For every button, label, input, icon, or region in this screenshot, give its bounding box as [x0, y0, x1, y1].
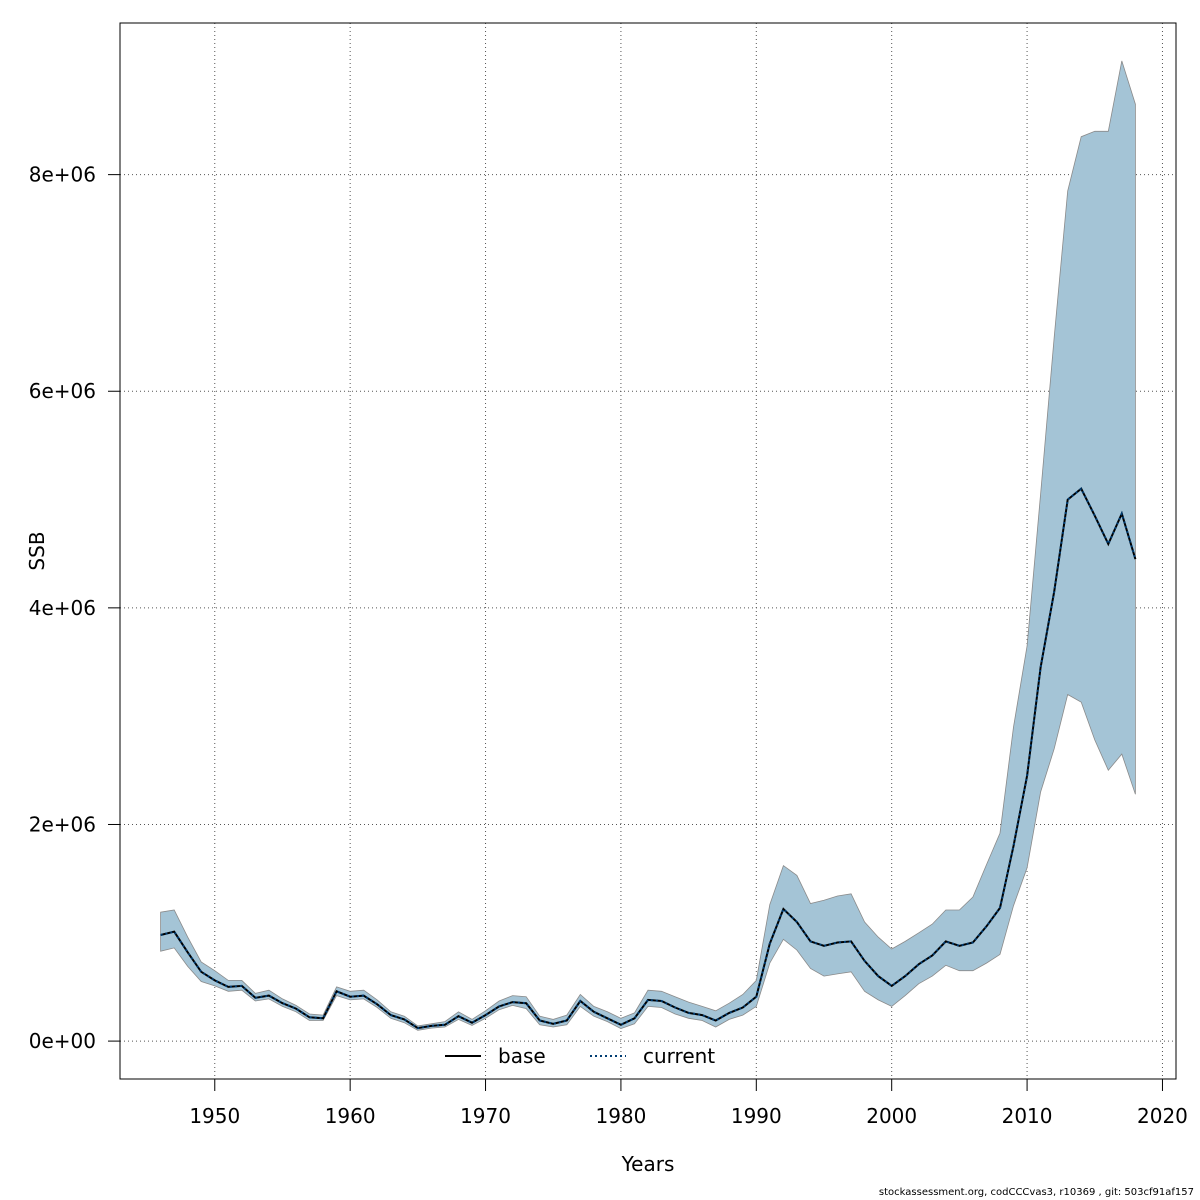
- y-tick-label: 2e+06: [29, 812, 96, 836]
- confidence-band: [160, 60, 1136, 1031]
- x-tick-label: 1970: [460, 1104, 511, 1128]
- x-tick-label: 1950: [189, 1104, 240, 1128]
- x-tick-label: 2000: [866, 1104, 917, 1128]
- y-tick-label: 0e+00: [29, 1029, 96, 1053]
- y-axis: 0e+00 2e+06 4e+06 6e+06 8e+06: [29, 163, 120, 1053]
- footer-credit: stockassessment.org, codCCCvas3, r10369 …: [878, 1187, 1194, 1198]
- x-axis: 1950 1960 1970 1980 1990 2000 2010 2020: [189, 1079, 1188, 1128]
- x-tick-label: 1960: [325, 1104, 376, 1128]
- legend-current-label: current: [643, 1044, 715, 1068]
- x-tick-label: 1990: [731, 1104, 782, 1128]
- legend: base current: [445, 1044, 715, 1068]
- x-tick-label: 2020: [1137, 1104, 1188, 1128]
- series-current-line: [160, 487, 1137, 1030]
- y-tick-label: 4e+06: [29, 596, 96, 620]
- legend-base-label: base: [498, 1044, 546, 1068]
- y-tick-label: 6e+06: [29, 379, 96, 403]
- grid-lines: [120, 23, 1176, 1079]
- x-tick-label: 2010: [1002, 1104, 1053, 1128]
- plot-frame: [119, 22, 1177, 1080]
- x-axis-title: Years: [621, 1152, 675, 1176]
- y-tick-label: 8e+06: [29, 163, 96, 187]
- x-tick-label: 1980: [595, 1104, 646, 1128]
- y-axis-title: SSB: [25, 531, 49, 570]
